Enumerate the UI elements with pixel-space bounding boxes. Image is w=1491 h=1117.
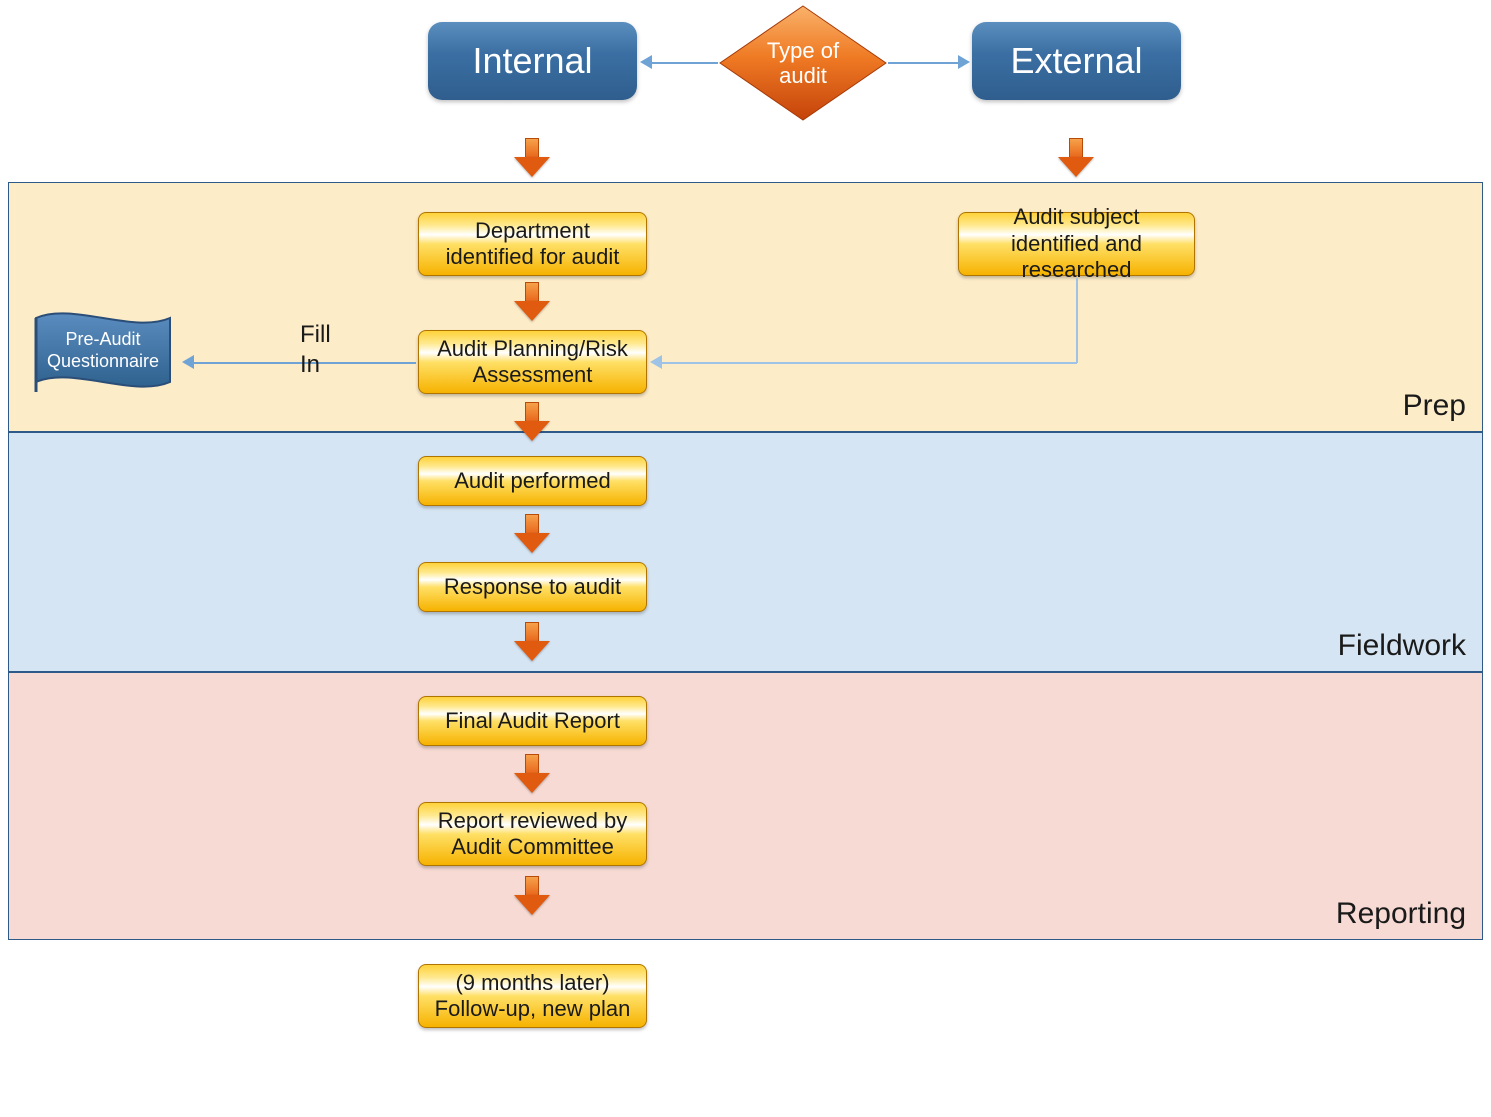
process-department-identified: Department identified for audit [418, 212, 647, 276]
edge-diamond-to-internal [652, 62, 718, 64]
arrow-down-icon [514, 138, 550, 178]
process-reviewed: Report reviewed by Audit Committee [418, 802, 647, 866]
process-label: Department identified for audit [429, 218, 636, 271]
decision-type-of-audit: Type ofaudit [718, 4, 888, 122]
process-planning: Audit Planning/Risk Assessment [418, 330, 647, 394]
process-followup: (9 months later) Follow-up, new plan [418, 964, 647, 1028]
decision-label: Type ofaudit [718, 4, 888, 122]
edge-label-fill-in: FillIn [300, 320, 331, 380]
arrow-down-icon [514, 622, 550, 662]
process-response: Response to audit [418, 562, 647, 612]
process-final-report: Final Audit Report [418, 696, 647, 746]
edge-subject-to-planning-h [662, 362, 1077, 364]
arrowhead-left-icon [182, 355, 194, 369]
terminal-external-label: External [1010, 40, 1142, 82]
arrowhead-right-icon [958, 55, 970, 69]
edge-diamond-to-external [888, 62, 958, 64]
flag-label: Pre-AuditQuestionnaire [28, 300, 178, 400]
process-label: Audit performed [454, 468, 611, 494]
process-label: (9 months later) Follow-up, new plan [429, 970, 636, 1023]
band-fieldwork-label: Fieldwork [1338, 629, 1466, 663]
document-pre-audit-questionnaire: Pre-AuditQuestionnaire [28, 300, 178, 400]
band-reporting: Reporting [8, 672, 1483, 940]
band-fieldwork: Fieldwork [8, 432, 1483, 672]
band-prep: Prep [8, 182, 1483, 432]
arrow-down-icon [1058, 138, 1094, 178]
edge-subject-to-planning-v [1076, 278, 1078, 363]
process-label: Final Audit Report [445, 708, 620, 734]
arrowhead-left-icon [640, 55, 652, 69]
process-performed: Audit performed [418, 456, 647, 506]
process-label: Report reviewed by Audit Committee [429, 808, 636, 861]
band-reporting-label: Reporting [1336, 897, 1466, 931]
terminal-internal-label: Internal [472, 40, 592, 82]
terminal-external: External [972, 22, 1181, 100]
arrow-down-icon [514, 514, 550, 554]
arrowhead-left-icon [650, 355, 662, 369]
arrow-down-icon [514, 754, 550, 794]
process-label: Audit Planning/Risk Assessment [429, 336, 636, 389]
process-label: Response to audit [444, 574, 621, 600]
process-subject-identified: Audit subject identified and researched [958, 212, 1195, 276]
arrow-down-icon [514, 876, 550, 916]
arrow-down-icon [514, 402, 550, 442]
arrow-down-icon [514, 282, 550, 322]
terminal-internal: Internal [428, 22, 637, 100]
band-prep-label: Prep [1403, 389, 1466, 423]
process-label: Audit subject identified and researched [969, 204, 1184, 283]
flowchart-canvas: Prep Fieldwork Reporting Type ofaudit In… [0, 0, 1491, 1117]
